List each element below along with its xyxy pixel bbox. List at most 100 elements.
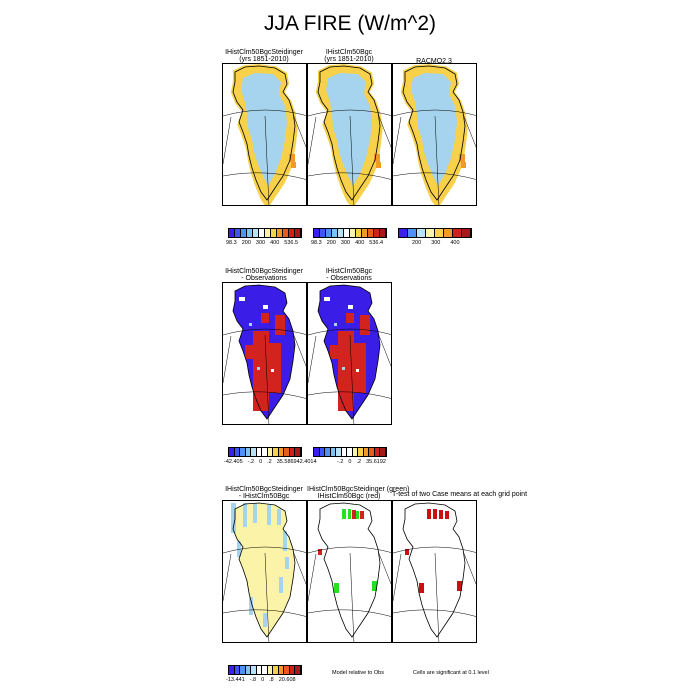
colorbar-swatch [240, 666, 246, 674]
map-panel-r2-2 [307, 282, 392, 425]
colorbar-swatch [362, 229, 368, 237]
colorbar-swatch [314, 229, 320, 237]
colorbar-swatch [234, 448, 241, 456]
colorbar-r1-3 [398, 228, 472, 238]
graticule [393, 109, 476, 205]
red-significant-cell [360, 511, 364, 519]
warm-cell [289, 154, 295, 162]
tick-label: 0 [348, 459, 352, 465]
positive-bias-cell [267, 343, 281, 393]
positive-bias-cell [346, 313, 354, 323]
colorbar-swatch [374, 448, 381, 456]
tick-label: -.2 [337, 459, 344, 465]
colorbar-swatch [234, 666, 241, 674]
colorbar-swatch [284, 666, 290, 674]
colorbar-swatch [352, 448, 359, 456]
positive-bias-cell [338, 331, 354, 411]
warm-cell [376, 162, 381, 168]
colorbar-swatch [259, 229, 265, 237]
colorbar-swatch [336, 448, 342, 456]
neutral-cell [263, 305, 268, 309]
neutral-cell [356, 369, 359, 372]
panel-title-r3-2: IHistClm50BgcSteidinger (green) IHistClm… [307, 486, 409, 500]
panel-title-line2: (yrs 1851-2010) [239, 56, 289, 63]
significant-cell [427, 509, 431, 519]
panel-title-r3-1: IHistClm50BgcSteidinger - IHistClm50Bgc [222, 486, 306, 500]
tick-label: 400 [450, 240, 460, 246]
graticule [223, 109, 306, 205]
colorbar-swatch [358, 448, 364, 456]
neutral-cell [348, 305, 353, 309]
colorbar-swatch [356, 229, 362, 237]
panel-title-line1: RACMO2.3 [416, 58, 452, 65]
small-bias-cell [342, 367, 345, 370]
colorbar-swatch [283, 229, 289, 237]
colorbar-swatch [267, 666, 274, 674]
colorbar-swatch [435, 229, 444, 237]
map-panel-r3-1 [222, 500, 307, 643]
tick-label: 0 [261, 677, 265, 683]
negative-difference-cell [237, 541, 241, 557]
coastline [402, 502, 466, 638]
colorbar-swatch [262, 448, 268, 456]
page-title: JJA FIRE (W/m^2) [263, 12, 437, 35]
coastline [317, 284, 381, 420]
colorbar-swatch [426, 229, 435, 237]
tick-label: 300 [255, 240, 266, 246]
colorbar-swatch [319, 448, 326, 456]
tick-label: 35.6192 [366, 459, 386, 465]
map-panel-r1-3 [392, 63, 477, 206]
tick-label: 300 [431, 240, 441, 246]
colorbar-swatch [229, 666, 235, 674]
colorbar-swatch [271, 229, 277, 237]
colorbar-swatch [284, 448, 290, 456]
panel-title-line2: IHistClm50Bgc (red) [317, 493, 381, 500]
colorbar-swatch [273, 448, 279, 456]
colorbar-swatch [277, 229, 283, 237]
panel-title-r1-1: IHistClm50BgcSteidinger (yrs 1851-2010) [222, 49, 306, 63]
colorbar-swatch [295, 448, 301, 456]
colorbar-r1-2 [313, 228, 387, 238]
colorbar-swatch [338, 229, 344, 237]
red-significant-cell [318, 549, 322, 555]
tick-label: 300 [340, 240, 351, 246]
coastline [232, 284, 296, 420]
small-bias-cell [257, 367, 260, 370]
green-significant-cell [334, 583, 339, 593]
panel-title-line2: (yrs 1851-2010) [324, 56, 374, 63]
positive-bias-cell [275, 315, 285, 335]
coastline [317, 502, 381, 638]
green-significant-cell [372, 581, 377, 591]
colorbar-swatch [278, 448, 285, 456]
negative-difference-cell [243, 503, 247, 527]
note-model-relative: Model relative to Obs [332, 670, 384, 676]
negative-difference-cell [279, 577, 283, 593]
ice-sheet-field [326, 73, 372, 186]
negative-difference-cell [249, 597, 253, 615]
map-panel-r3-2 [307, 500, 392, 643]
warm-cell [291, 162, 296, 168]
colorbar-swatch [262, 666, 268, 674]
tick-label: -.2 [247, 459, 255, 465]
ice-sheet-field [411, 73, 457, 186]
colorbar-swatch [289, 448, 296, 456]
graticule [223, 546, 306, 642]
colorbar-ticks-r1-2: 98.3 200 300 400 536.4 [311, 240, 388, 246]
tick-label: 35.586942.4014 [276, 459, 317, 465]
colorbar-r3-1 [228, 665, 302, 675]
panel-title-r1-3: RACMO2.3 [392, 58, 476, 65]
colorbar-swatch [374, 229, 380, 237]
tick-label: 0 [259, 459, 263, 465]
colorbar-swatch [462, 229, 471, 237]
green-significant-cell [348, 509, 351, 519]
colorbar-swatch [289, 666, 296, 674]
coastline [317, 65, 381, 201]
map-panel-r1-2 [307, 63, 392, 206]
colorbar-swatch [380, 448, 386, 456]
tick-label: 400 [270, 240, 280, 246]
tick-label: -13.441 [226, 677, 245, 683]
positive-bias-cell [245, 345, 255, 359]
panel-title-line1: IHistClm50BgcSteidinger [225, 268, 303, 275]
tick-label: -42.405 [224, 459, 243, 465]
green-significant-cell [356, 511, 359, 519]
